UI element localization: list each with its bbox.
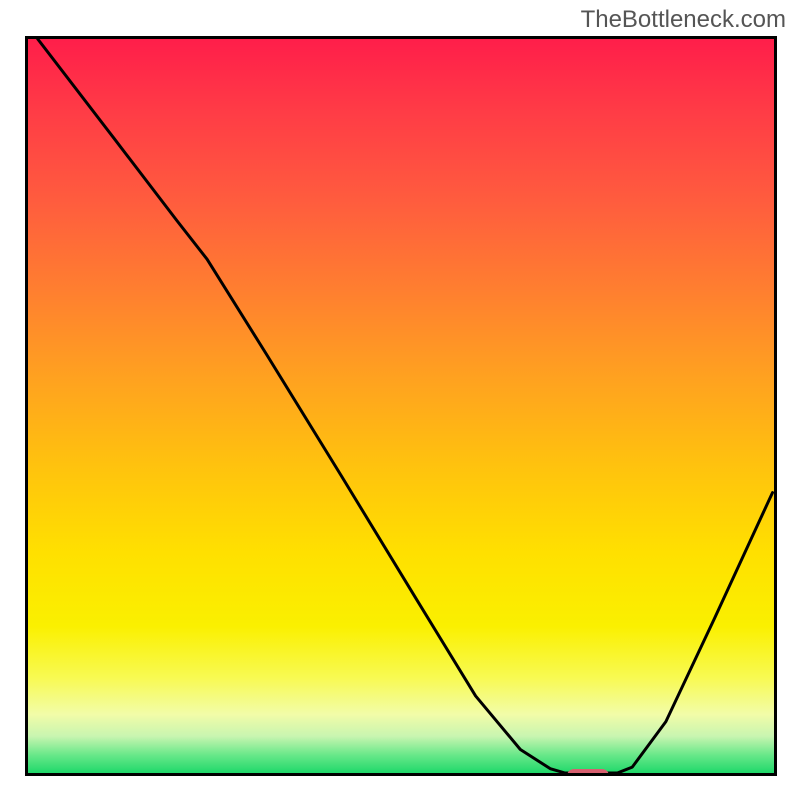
watermark-text: TheBottleneck.com (581, 6, 786, 34)
bottleneck-chart: TheBottleneck.com (0, 0, 800, 800)
plot-area (25, 36, 777, 776)
optimal-marker (567, 769, 609, 776)
bottleneck-curve (28, 39, 774, 773)
